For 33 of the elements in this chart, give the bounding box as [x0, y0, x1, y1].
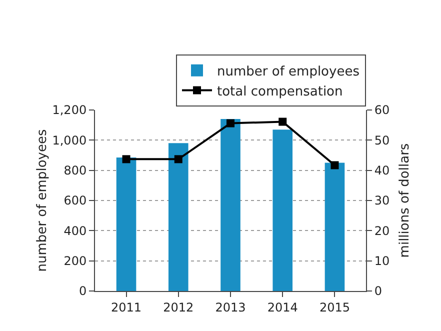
y-tick-label: 800 [64, 164, 87, 178]
y-tick-label: 0 [78, 284, 87, 298]
y-axis-title: number of employees [35, 129, 50, 272]
y-tick-label: 1,000 [52, 133, 87, 148]
y-tick-label: 400 [64, 224, 87, 238]
legend-label: total compensation [217, 84, 343, 100]
y2-tick-label: 30 [374, 194, 390, 208]
y2-tick-label: 20 [374, 224, 390, 238]
y2-tick-label: 50 [374, 133, 390, 148]
x-tick-label: 2015 [319, 300, 350, 314]
x-tick-label: 2012 [163, 300, 194, 314]
point [226, 119, 234, 128]
y2-tick-label: 60 [374, 103, 390, 118]
point [174, 155, 182, 164]
y-tick-label: 200 [64, 254, 87, 268]
y2-tick-label: 40 [374, 164, 390, 178]
legend-label: number of employees [217, 64, 360, 80]
bar [324, 162, 345, 291]
x-tick-label: 2013 [215, 300, 246, 314]
point [278, 118, 287, 126]
bar [168, 143, 188, 291]
x-tick-label: 2011 [110, 300, 142, 314]
bar [272, 130, 293, 291]
point [330, 161, 339, 170]
point [122, 155, 130, 164]
y-tick-label: 1,200 [52, 103, 87, 118]
y2-tick-label: 0 [374, 284, 382, 298]
y2-axis-title: millions of dollars [398, 143, 412, 258]
x-tick-label: 2014 [267, 300, 298, 314]
bar [220, 119, 240, 291]
bar [116, 158, 136, 291]
y-tick-label: 600 [64, 194, 87, 208]
y2-tick-label: 10 [374, 254, 390, 268]
